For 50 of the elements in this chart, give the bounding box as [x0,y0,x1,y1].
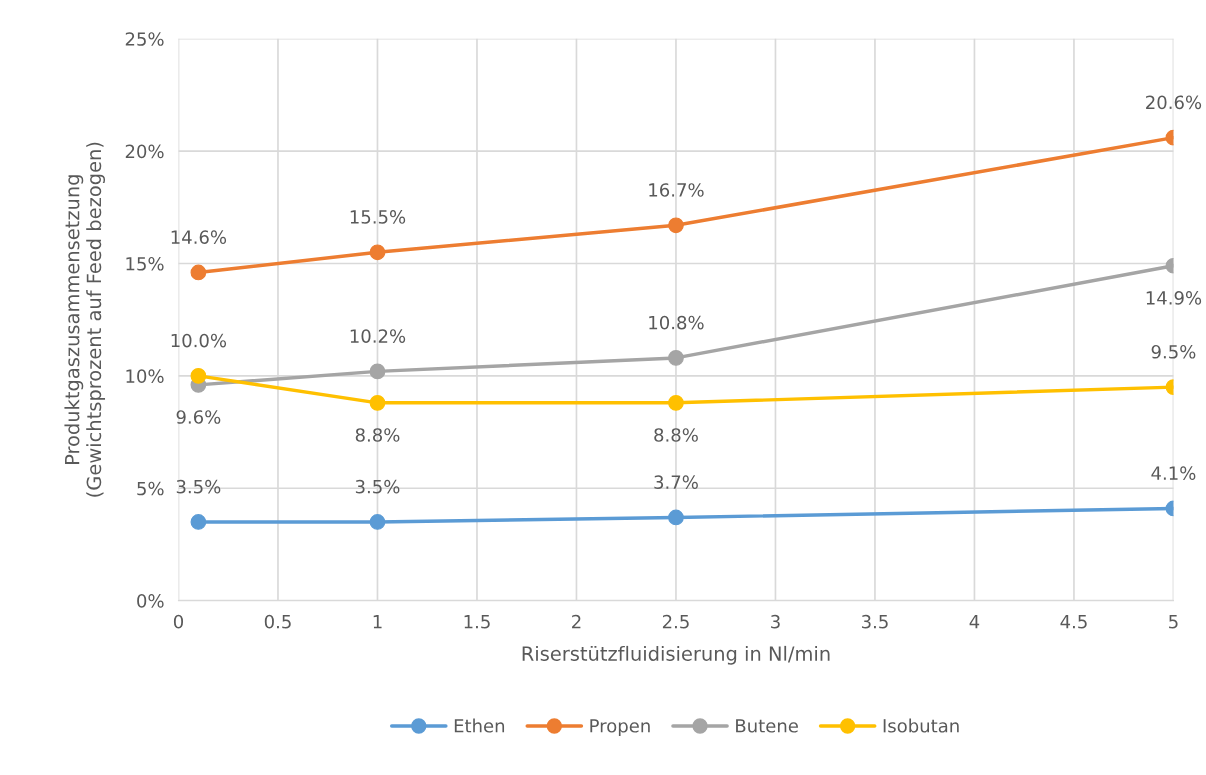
data-label: 15.5% [350,210,406,224]
point [668,350,684,366]
point [369,244,386,261]
data-label: 8.8% [654,428,698,442]
data-label: 20.6% [1146,95,1202,110]
legend-label: Butene [736,719,798,733]
x-tick-label: 0 [173,614,184,629]
data-label: 4.1% [1151,466,1196,480]
data-label: 9.6% [176,410,221,424]
point [369,363,386,380]
x-tick-label: 4 [969,615,980,629]
data-label: 10.8% [649,315,704,330]
legend-label: Propen [590,719,650,737]
x-tick-label: 0.5 [264,614,291,629]
point [190,264,207,281]
x-tick-label: 3 [771,614,780,629]
point [369,394,386,411]
x-tick-label: 2 [572,614,581,629]
point [668,217,684,234]
y-axis-title: Produktgaszusammensetzung (Gewichtsprozent auf Feed bezogen) [64,142,106,497]
y-tick-label: 25% [125,32,164,46]
data-label: 3.5% [176,479,221,494]
data-label: 14.9% [1146,291,1202,305]
x-axis-title: Riserstützfluidisierung in Nl/min [522,645,830,665]
data-label: 8.8% [355,428,400,442]
legend-label: Isobutan [883,718,959,733]
x-tick-label: 3.5 [861,614,888,629]
point [190,368,207,384]
y-tick-label: 10% [126,369,164,383]
data-label: 3.7% [654,475,698,489]
x-tick-label: 4.5 [1060,615,1087,629]
data-label: 10.2% [350,329,406,343]
data-label: 9.5% [1151,344,1196,359]
x-tick-label: 2.5 [662,614,689,629]
point [668,509,684,526]
point [668,394,684,411]
x-tick-label: 1 [373,615,382,629]
y-tick-label: 0% [137,594,164,608]
point [190,514,207,530]
data-label: 16.7% [649,183,704,197]
data-label: 14.6% [171,230,227,244]
x-tick-label: 1.5 [464,615,490,629]
legend-label: Ethen [454,718,505,733]
data-label: 10.0% [171,333,227,348]
y-tick-label: 20% [125,144,164,159]
y-tick-label: 15% [126,256,164,271]
x-tick-label: 5 [1169,615,1178,629]
y-tick-label: 5% [137,481,164,496]
data-label: 3.5% [355,479,400,494]
point [369,514,386,530]
